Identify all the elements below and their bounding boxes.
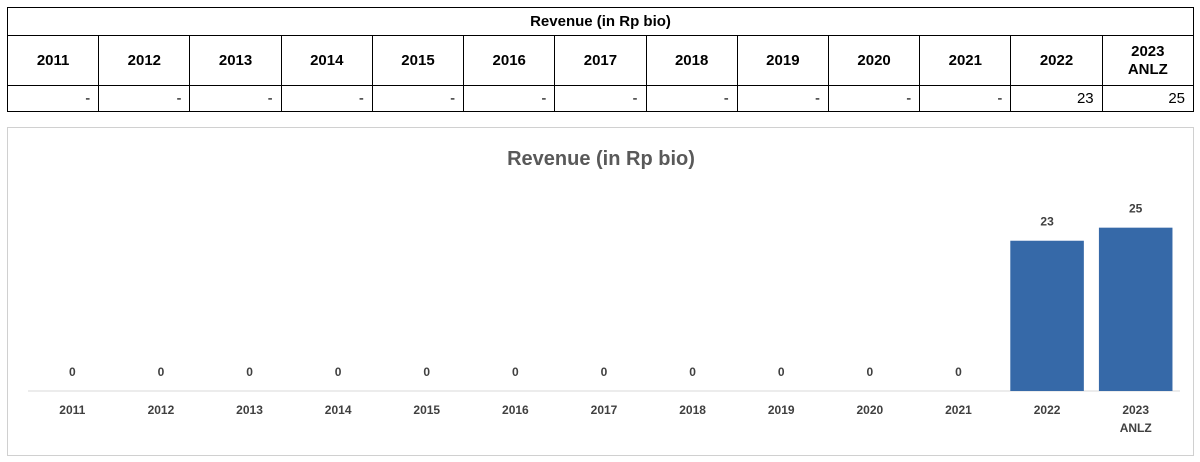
value-cell-12: 25 [1101, 85, 1195, 112]
value-cell-3: - [280, 85, 373, 112]
table-title: Revenue (in Rp bio) [7, 7, 1194, 36]
chart-title: Revenue (in Rp bio) [507, 148, 695, 170]
bars [1010, 227, 1173, 391]
year-header-4: 2015 [371, 35, 465, 86]
value-cell-9: - [827, 85, 921, 112]
value-cell-0: - [6, 85, 100, 112]
data-label-6: 0 [601, 365, 608, 379]
table-header-row: 2011 2012 2013 2014 2015 2016 2017 2018 2019 2020… [6, 35, 1195, 86]
year-header-10: 2021 [919, 35, 1012, 86]
year-header-1: 2012 [98, 35, 191, 86]
year-header-6: 2017 [554, 35, 647, 86]
data-label-0: 0 [69, 365, 76, 379]
x-tick-label-8: 2019 [768, 403, 795, 417]
data-label-11: 23 [1040, 215, 1054, 229]
year-header-12: 2023 ANLZ [1101, 35, 1195, 86]
x-tick-label-2: 2013 [236, 403, 263, 417]
x-tick-label-5: 2016 [502, 403, 529, 417]
x-tick-label-3: 2014 [325, 403, 352, 417]
table-row: - - - - - - - - - - -23 25 [6, 85, 1195, 112]
chart-svg: Revenue (in Rp bio) 0 0 0 0 0 0 0 0 0 0 0 23 25 2011… [28, 148, 1180, 435]
value-cell-1: - [98, 85, 191, 112]
x-tick-label-10: 2021 [945, 403, 972, 417]
x-tick-label-0: 2011 [59, 403, 85, 417]
year-header-3: 2014 [280, 35, 373, 86]
value-cell-8: - [736, 85, 829, 112]
data-label-3: 0 [335, 365, 342, 379]
value-cell-5: - [463, 85, 556, 112]
year-header-7: 2018 [645, 35, 738, 86]
year-header-8: 2019 [736, 35, 829, 86]
value-cell-10: - [919, 85, 1012, 112]
x-tick-label-1: 2012 [148, 403, 175, 417]
value-cell-7: - [645, 85, 738, 112]
x-tick-label-12: 2023 ANLZ [1120, 403, 1152, 435]
data-label-5: 0 [512, 365, 519, 379]
x-tick-label-6: 2017 [591, 403, 618, 417]
value-cell-6: - [554, 85, 647, 112]
year-header-2: 2013 [189, 35, 282, 86]
data-label-1: 0 [158, 365, 165, 379]
data-label-4: 0 [423, 365, 430, 379]
x-tick-label-11: 2022 [1034, 403, 1061, 417]
data-labels: 0 0 0 0 0 0 0 0 0 0 0 23 25 [69, 202, 1143, 379]
year-header-9: 2020 [827, 35, 921, 86]
year-header-11: 2022 [1010, 35, 1103, 86]
data-label-2: 0 [246, 365, 253, 379]
bar-12 [1098, 227, 1173, 391]
x-tick-label-4: 2015 [413, 403, 440, 417]
data-label-7: 0 [689, 365, 696, 379]
x-tick-label-9: 2020 [856, 403, 883, 417]
value-cell-2: - [189, 85, 282, 112]
data-label-10: 0 [955, 365, 962, 379]
data-label-8: 0 [778, 365, 785, 379]
bar-11 [1010, 240, 1084, 391]
revenue-chart: Revenue (in Rp bio) 0 0 0 0 0 0 0 0 0 0 0 23 25 2011… [7, 127, 1194, 456]
data-label-12: 25 [1129, 202, 1143, 216]
value-cell-11: 23 [1010, 85, 1103, 112]
revenue-table: Revenue (in Rp bio) 2011 2012 2013 2014 2015… [6, 7, 1195, 112]
year-header-5: 2016 [463, 35, 556, 86]
x-tick-labels: 2011 2012 2013 2014 2015 2016 2017 2018 2019 2020… [59, 403, 1151, 435]
x-tick-label-7: 2018 [679, 403, 706, 417]
value-cell-4: - [371, 85, 465, 112]
data-label-9: 0 [867, 365, 874, 379]
year-header-0: 2011 [6, 35, 100, 86]
